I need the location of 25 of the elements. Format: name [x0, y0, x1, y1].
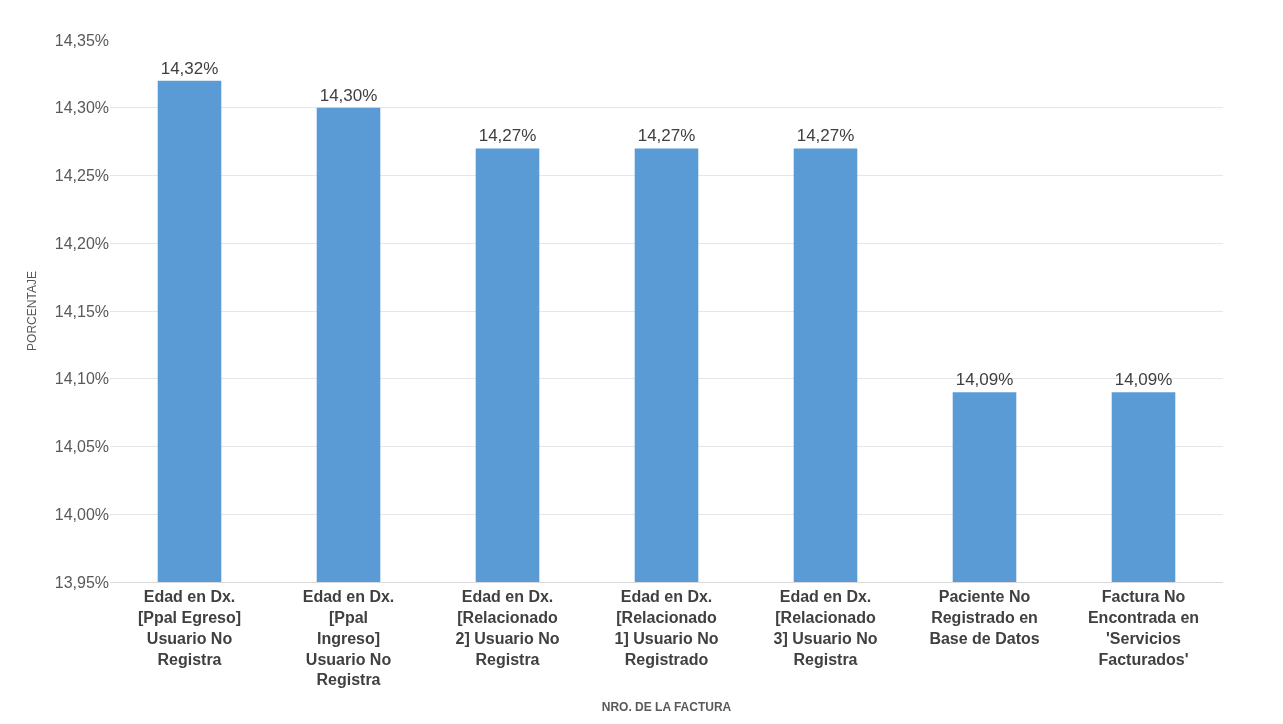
x-tick-label: Edad en Dx. [Relacionado 3] Usuario No Registra [773, 588, 878, 668]
x-tick-label: Edad en Dx. [Ppal Egreso] Usuario No Registra [137, 588, 242, 668]
x-axis-title: NRO. DE LA FACTURA [601, 700, 732, 715]
data-label: 14,27% [637, 126, 696, 146]
x-tick-label: Paciente No Registrado en Base de Datos [929, 588, 1040, 647]
y-tick-label: 14,35% [54, 31, 109, 49]
y-tick-label: 14,15% [54, 302, 109, 320]
data-label: 14,09% [1114, 370, 1173, 390]
y-tick-label: 14,05% [54, 438, 109, 456]
y-tick-label: 14,25% [54, 167, 109, 185]
y-tick-label: 13,95% [54, 573, 109, 591]
y-axis-title: PORCENTAJE [25, 271, 40, 351]
x-tick-label: Edad en Dx. [Ppal Ingreso] Usuario No Registra [302, 588, 395, 689]
x-tick-label: Factura No Encontrada en 'Servicios Facturados' [1087, 588, 1200, 668]
y-tick-label: 14,30% [54, 99, 109, 117]
y-tick-label: 14,10% [54, 370, 109, 388]
x-tick-label: Edad en Dx. [Relacionado 2] Usuario No Registra [455, 588, 560, 668]
data-label: 14,27% [478, 126, 537, 146]
data-label: 14,30% [319, 85, 378, 105]
y-tick-label: 14,00% [54, 505, 109, 523]
y-tick-label: 14,20% [54, 234, 109, 252]
data-label: 14,09% [955, 370, 1014, 390]
x-tick-label: Edad en Dx. [Relacionado 1] Usuario No Registrado [614, 588, 719, 668]
data-label: 14,32% [160, 58, 219, 78]
data-label: 14,27% [796, 126, 855, 146]
